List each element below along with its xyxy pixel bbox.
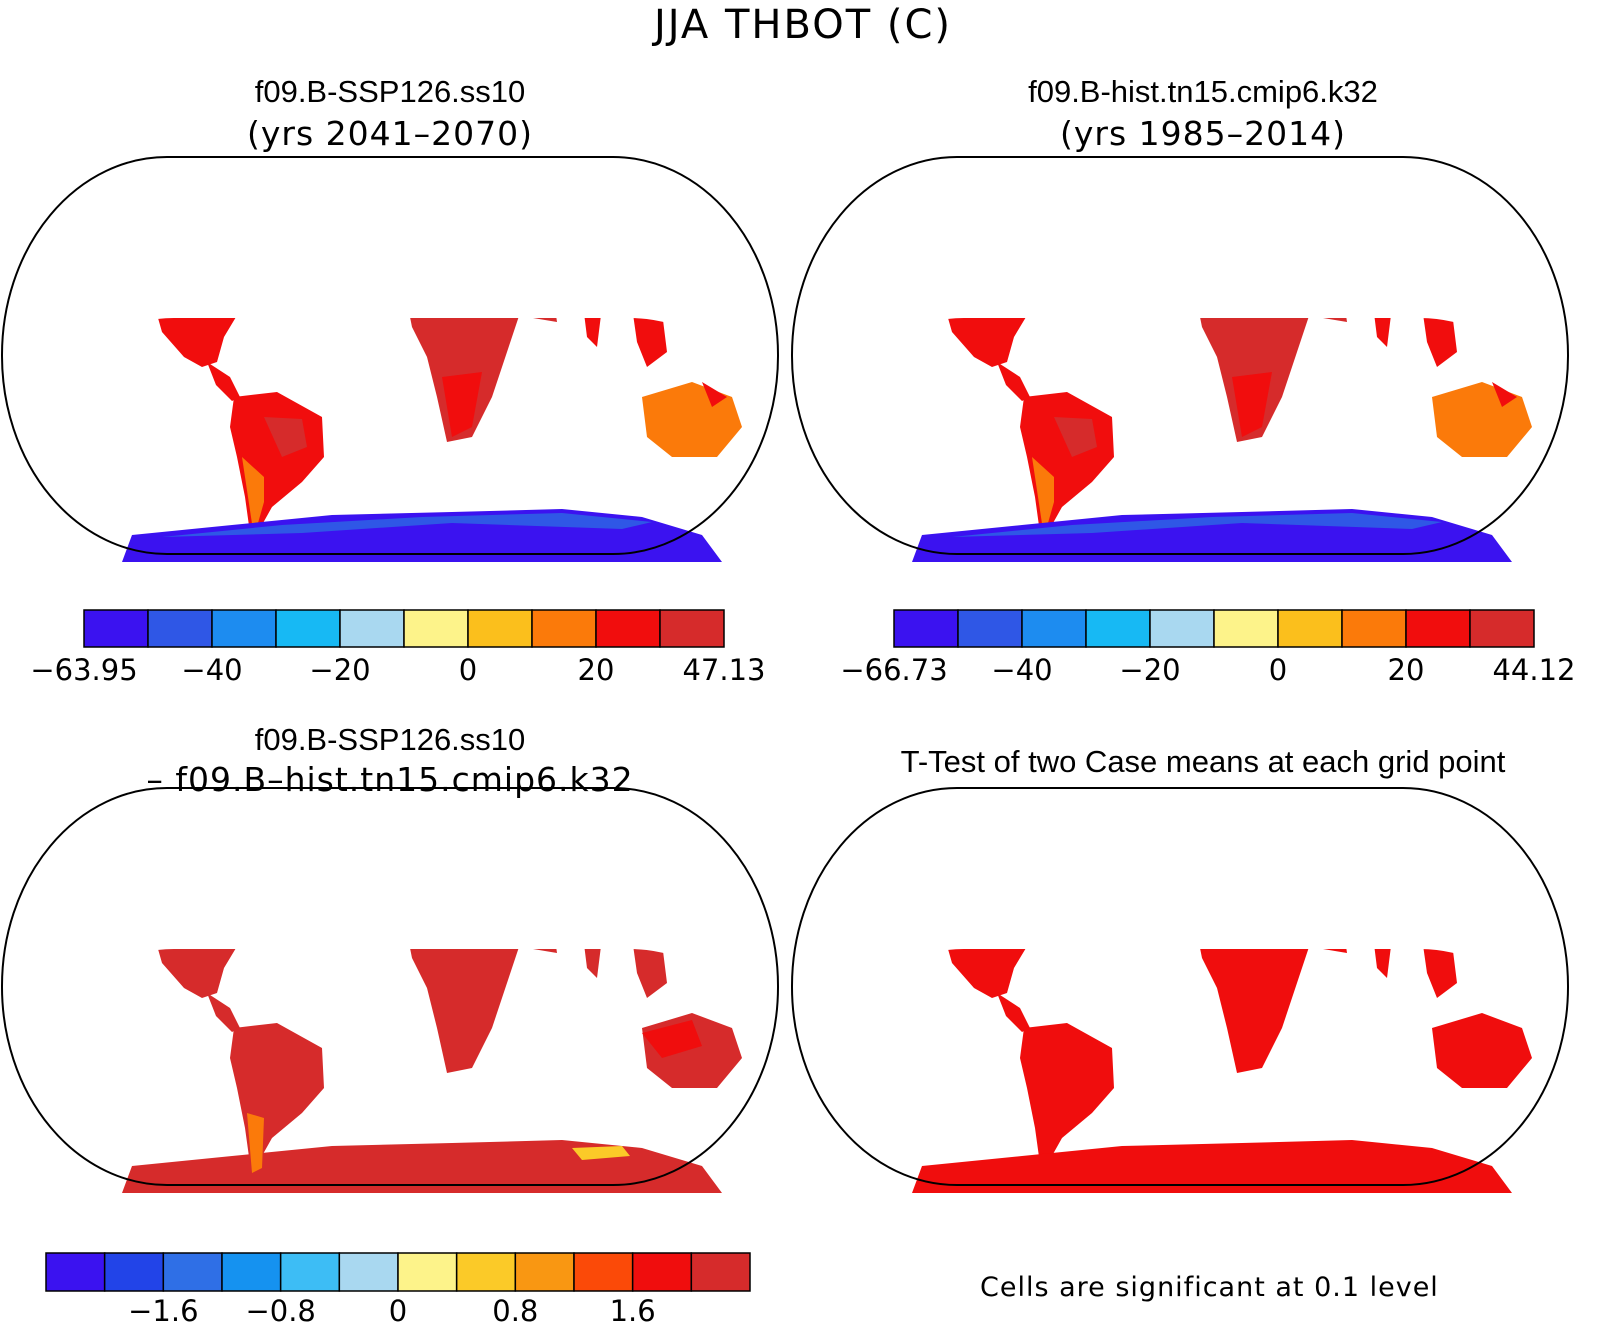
figure-title: JJA THBOT (C) — [654, 2, 952, 48]
colorbar-1-tick-label: 20 — [577, 653, 615, 687]
colorbar-3-swatch — [514, 1252, 575, 1292]
map-panel-2 — [791, 156, 1569, 562]
colorbar-2-swatch — [1405, 609, 1471, 648]
map-panel-3 — [1, 787, 779, 1193]
colorbar-2-swatch — [957, 609, 1023, 648]
colorbar-3-swatch — [162, 1252, 223, 1292]
colorbar-3-tick-label: −0.8 — [245, 1294, 316, 1328]
colorbar-1-swatch — [467, 609, 533, 648]
colorbar-3-tick-label: −1.6 — [128, 1294, 199, 1328]
colorbar-2-tick-label: 20 — [1387, 653, 1425, 687]
significance-note: Cells are significant at 0.1 level — [980, 1272, 1439, 1303]
colorbar-3-swatch — [455, 1252, 517, 1292]
colorbar-2-tick-label: 44.12 — [1492, 653, 1576, 687]
colorbar-3-swatch — [221, 1252, 282, 1292]
colorbar-3-swatch — [397, 1252, 458, 1292]
colorbar-3-tick-label: 0 — [388, 1294, 408, 1328]
colorbar-3-swatch — [338, 1252, 399, 1292]
colorbar-2-tick-label: −20 — [1119, 653, 1181, 687]
colorbar-2 — [893, 609, 1535, 648]
colorbar-2-swatch — [1085, 609, 1151, 648]
colorbar-1-swatch — [211, 609, 277, 648]
colorbar-2-swatch — [1341, 609, 1407, 648]
panel-1-years: (yrs 2041–2070) — [247, 114, 533, 153]
map-panel-4 — [791, 787, 1569, 1193]
colorbar-1-tick-label: −63.95 — [30, 653, 138, 687]
colorbar-1 — [83, 609, 725, 648]
panel-1-case-title: f09.B-SSP126.ss10 — [254, 74, 526, 109]
colorbar-1-swatch — [275, 609, 341, 648]
map-panel-1 — [1, 156, 779, 562]
colorbar-2-tick-label: 0 — [1268, 653, 1288, 687]
colorbar-1-tick-label: −20 — [309, 653, 371, 687]
colorbar-1-swatch — [531, 609, 597, 648]
colorbar-2-swatch — [1021, 609, 1087, 648]
colorbar-2-swatch — [893, 609, 959, 648]
panel-3-case-title: f09.B-SSP126.ss10 — [254, 722, 526, 757]
colorbar-2-swatch — [1213, 609, 1279, 648]
panel-2-case-title: f09.B-hist.tn15.cmip6.k32 — [1028, 74, 1378, 109]
colorbar-2-swatch — [1149, 609, 1215, 648]
colorbar-1-tick-label: 0 — [458, 653, 478, 687]
colorbar-3-swatch — [103, 1252, 165, 1292]
colorbar-3-tick-label: 1.6 — [609, 1294, 656, 1328]
colorbar-3-swatch — [573, 1252, 634, 1292]
colorbar-1-swatch — [595, 609, 661, 648]
panel-3-difference-label: – f09.B–hist.tn15.cmip6.k32 — [146, 760, 634, 799]
colorbar-1-tick-label: 47.13 — [682, 653, 766, 687]
colorbar-2-tick-label: −66.73 — [840, 653, 948, 687]
colorbar-3-tick-label: 0.8 — [492, 1294, 539, 1328]
colorbar-1-swatch — [403, 609, 469, 648]
colorbar-1-tick-label: −40 — [181, 653, 243, 687]
colorbar-3-swatch — [690, 1252, 751, 1292]
colorbar-1-swatch — [659, 609, 725, 648]
colorbar-2-swatch — [1469, 609, 1535, 648]
colorbar-1-swatch — [83, 609, 149, 648]
colorbar-2-swatch — [1277, 609, 1343, 648]
colorbar-3-swatch — [279, 1252, 341, 1292]
colorbar-1-swatch — [147, 609, 213, 648]
colorbar-3-swatch — [45, 1252, 106, 1292]
colorbar-2-tick-label: −40 — [991, 653, 1053, 687]
panel-4-title: T-Test of two Case means at each grid po… — [900, 744, 1506, 779]
colorbar-3 — [45, 1252, 751, 1292]
panel-2-years: (yrs 1985–2014) — [1060, 114, 1346, 153]
colorbar-3-swatch — [631, 1252, 693, 1292]
colorbar-1-swatch — [339, 609, 405, 648]
